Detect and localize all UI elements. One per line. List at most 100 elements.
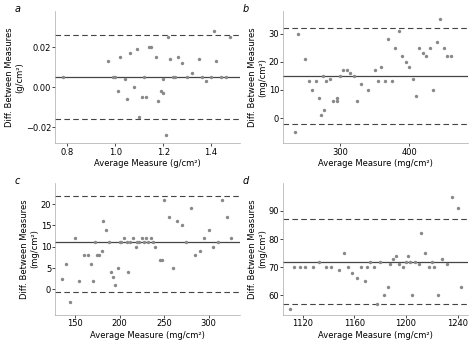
Point	[165, 214, 173, 220]
Point	[320, 107, 328, 112]
Point	[396, 262, 403, 267]
Point	[127, 240, 134, 245]
Point	[116, 240, 123, 245]
Point	[129, 235, 137, 241]
Point	[429, 87, 437, 93]
Point	[102, 227, 110, 233]
Point	[187, 206, 195, 211]
Point	[440, 45, 447, 50]
Point	[188, 70, 196, 76]
Y-axis label: Diff. Between Measures
(mg/cm²): Diff. Between Measures (mg/cm²)	[248, 199, 267, 299]
Point	[201, 235, 208, 241]
Point	[159, 77, 167, 82]
Point	[329, 98, 337, 104]
Point	[370, 264, 377, 270]
Point	[59, 75, 66, 80]
Point	[398, 53, 406, 59]
Point	[405, 65, 413, 70]
Point	[100, 218, 107, 224]
Point	[438, 256, 446, 262]
Point	[198, 75, 205, 80]
Point	[354, 98, 361, 104]
Point	[114, 265, 121, 271]
Y-axis label: Diff. Between Measures
(g/cm²): Diff. Between Measures (g/cm²)	[5, 27, 24, 127]
Point	[433, 39, 440, 45]
Point	[62, 261, 70, 267]
Point	[364, 264, 371, 270]
Point	[415, 262, 423, 267]
Point	[378, 65, 385, 70]
Point	[327, 264, 335, 270]
Point	[162, 132, 169, 138]
Point	[95, 253, 103, 258]
Point	[227, 235, 235, 241]
Point	[172, 75, 179, 80]
Point	[346, 70, 354, 76]
Point	[156, 257, 164, 262]
Point	[114, 88, 121, 94]
Point	[457, 284, 465, 290]
Point	[326, 76, 333, 81]
Point	[84, 253, 92, 258]
Point	[387, 262, 394, 267]
Point	[291, 129, 299, 135]
Point	[143, 95, 150, 100]
Point	[157, 88, 164, 94]
Point	[384, 284, 392, 290]
Point	[227, 34, 234, 40]
Point	[428, 259, 436, 264]
Point	[150, 240, 157, 245]
Point	[290, 264, 297, 270]
Point	[333, 96, 340, 101]
Point	[286, 307, 293, 312]
Point	[109, 75, 117, 80]
Point	[222, 75, 229, 80]
Point	[223, 214, 230, 220]
Point	[166, 56, 174, 62]
Point	[160, 197, 168, 203]
Point	[340, 67, 347, 73]
Point	[131, 85, 138, 90]
Y-axis label: Diff. Between Measures
(mg/cm²): Diff. Between Measures (mg/cm²)	[248, 27, 267, 127]
Point	[159, 90, 167, 96]
Point	[418, 230, 425, 236]
Point	[210, 244, 217, 249]
Point	[105, 240, 113, 245]
Point	[319, 73, 327, 79]
Point	[138, 235, 146, 241]
Point	[87, 261, 95, 267]
Point	[402, 59, 410, 65]
Point	[147, 45, 155, 50]
Point	[126, 50, 133, 56]
Point	[140, 75, 148, 80]
Point	[448, 194, 456, 199]
Point	[305, 79, 313, 84]
Point	[384, 37, 392, 42]
Point	[374, 79, 382, 84]
Point	[409, 293, 416, 298]
Point	[145, 45, 153, 50]
Point	[388, 79, 396, 84]
Point	[93, 253, 101, 258]
Point	[443, 262, 451, 267]
Point	[147, 235, 155, 241]
Point	[344, 264, 352, 270]
Point	[116, 55, 124, 60]
Point	[109, 274, 117, 279]
Point	[421, 250, 429, 256]
Point	[434, 293, 442, 298]
Point	[151, 244, 159, 249]
Point	[182, 240, 190, 245]
Point	[178, 223, 186, 228]
Point	[423, 53, 430, 59]
Point	[389, 256, 397, 262]
Point	[67, 299, 74, 305]
Point	[118, 240, 125, 245]
Point	[134, 240, 141, 245]
Point	[357, 264, 365, 270]
Point	[400, 264, 407, 270]
Point	[98, 248, 106, 254]
Point	[357, 81, 365, 87]
Point	[183, 75, 191, 80]
Point	[174, 55, 182, 60]
